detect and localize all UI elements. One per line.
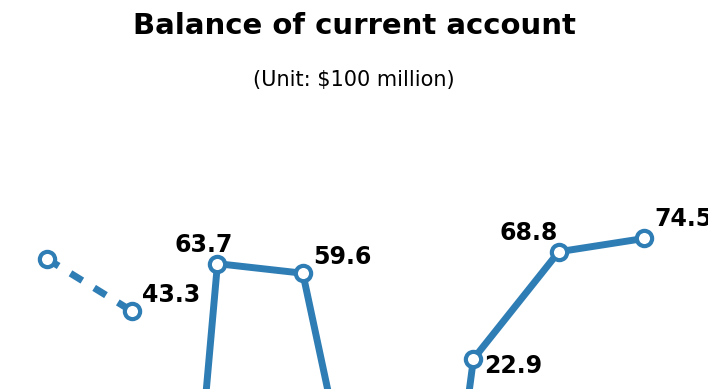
Text: Balance of current account: Balance of current account [132, 12, 576, 40]
Text: (Unit: $100 million): (Unit: $100 million) [253, 70, 455, 90]
Text: 22.9: 22.9 [484, 354, 542, 378]
Text: 68.8: 68.8 [499, 221, 557, 245]
Text: 59.6: 59.6 [313, 245, 372, 268]
Text: 43.3: 43.3 [142, 283, 200, 307]
Text: 63.7: 63.7 [175, 233, 233, 257]
Text: 74.5: 74.5 [654, 207, 708, 231]
